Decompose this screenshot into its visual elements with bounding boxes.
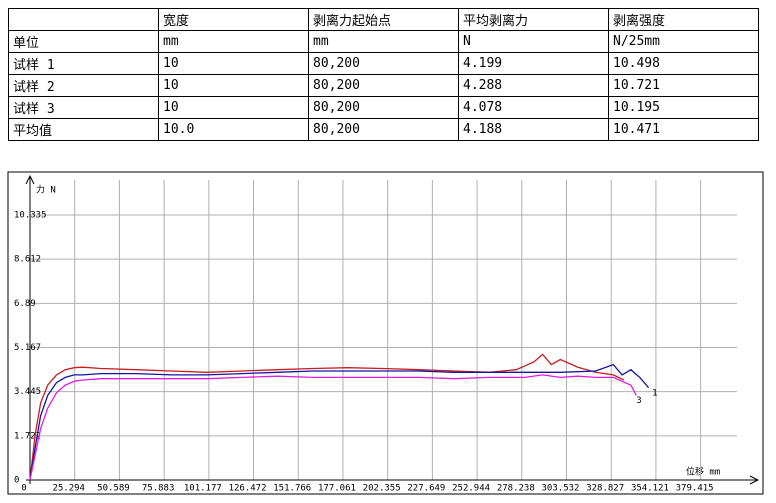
x-tick-label: 177.061 bbox=[318, 484, 356, 494]
table-cell: mm bbox=[308, 30, 459, 53]
x-axis bbox=[26, 475, 760, 485]
table-row: 宽度 剥离力起始点 平均剥离力 剥离强度 bbox=[8, 8, 759, 31]
x-tick-label: 126.472 bbox=[229, 484, 267, 494]
x-tick-label: 379.415 bbox=[676, 484, 714, 494]
table-cell: 单位 bbox=[8, 30, 159, 53]
table-row: 试样 3 10 80,200 4.078 10.195 bbox=[8, 96, 759, 119]
series-line bbox=[29, 363, 650, 481]
y-axis bbox=[25, 174, 35, 484]
y-tick-label: 0 bbox=[14, 476, 19, 486]
table-cell: 平均值 bbox=[8, 118, 159, 141]
series-line bbox=[29, 353, 625, 481]
x-tick-label: 328.827 bbox=[586, 484, 624, 494]
x-tick-label: 25.294 bbox=[52, 484, 85, 494]
table-cell: 试样 2 bbox=[8, 74, 159, 97]
y-axis-label: 力 N bbox=[36, 184, 56, 196]
annotation: 3 bbox=[636, 396, 641, 406]
y-tick-label: 6.89 bbox=[14, 299, 36, 309]
y-tick-label: 3.445 bbox=[14, 387, 41, 397]
table-row: 平均值 10.0 80,200 4.188 10.471 bbox=[8, 118, 759, 141]
chart-frame bbox=[7, 171, 764, 495]
table-cell: 10.195 bbox=[608, 96, 759, 119]
x-tick-label: 252.944 bbox=[452, 484, 490, 494]
x-tick-label: 151.766 bbox=[273, 484, 311, 494]
x-axis-label: 位移 mm bbox=[686, 466, 720, 478]
table-cell: 4.078 bbox=[458, 96, 609, 119]
table-row: 试样 1 10 80,200 4.199 10.498 bbox=[8, 52, 759, 75]
table-row: 试样 2 10 80,200 4.288 10.721 bbox=[8, 74, 759, 97]
x-tick-label: 75.883 bbox=[142, 484, 175, 494]
x-tick-label: 0 bbox=[21, 484, 26, 494]
y-tick-label: 8.612 bbox=[14, 255, 41, 265]
x-tick-label: 101.177 bbox=[184, 484, 222, 494]
y-tick-label: 5.167 bbox=[14, 343, 41, 353]
x-tick-label: 50.589 bbox=[97, 484, 130, 494]
table-cell: 10.0 bbox=[158, 118, 309, 141]
y-tick-label: 1.722 bbox=[14, 431, 41, 441]
x-tick-label: 202.355 bbox=[363, 484, 401, 494]
series-line bbox=[29, 374, 637, 481]
data-table: 宽度 剥离力起始点 平均剥离力 剥离强度 单位 mm mm N N/25mm 试样 1 10 80,2… bbox=[8, 8, 759, 141]
x-tick-label: 278.238 bbox=[497, 484, 535, 494]
table-row: 单位 mm mm N N/25mm bbox=[8, 30, 759, 53]
x-tick-label: 303.532 bbox=[542, 484, 580, 494]
x-tick-label: 354.121 bbox=[631, 484, 669, 494]
table-cell: 剥离强度 bbox=[608, 8, 759, 31]
x-tick-label: 227.649 bbox=[407, 484, 445, 494]
table-cell: 4.188 bbox=[458, 118, 609, 141]
table-cell: 10.471 bbox=[608, 118, 759, 141]
table-cell: 试样 3 bbox=[8, 96, 159, 119]
annotation: 1 bbox=[652, 388, 657, 398]
